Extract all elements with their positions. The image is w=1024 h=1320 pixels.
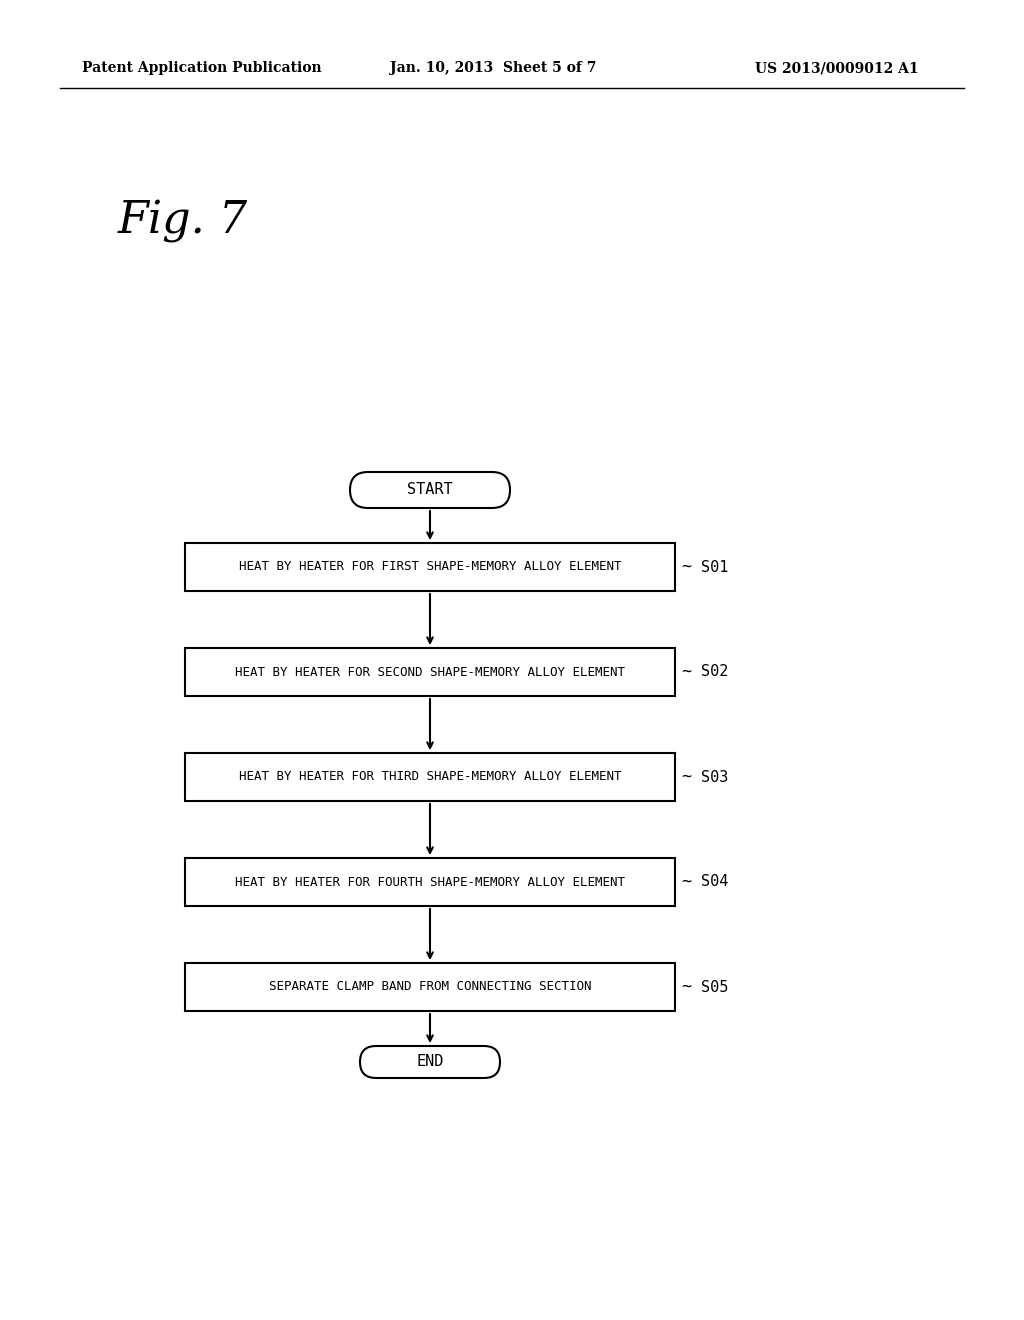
Text: ~: ~ <box>681 978 691 997</box>
Text: END: END <box>417 1055 443 1069</box>
FancyBboxPatch shape <box>360 1045 500 1078</box>
Text: Jan. 10, 2013  Sheet 5 of 7: Jan. 10, 2013 Sheet 5 of 7 <box>390 61 596 75</box>
Text: S02: S02 <box>701 664 728 680</box>
Text: S04: S04 <box>701 874 728 890</box>
Text: Patent Application Publication: Patent Application Publication <box>82 61 322 75</box>
FancyBboxPatch shape <box>185 858 675 906</box>
Text: ~: ~ <box>681 558 691 576</box>
Text: US 2013/0009012 A1: US 2013/0009012 A1 <box>755 61 919 75</box>
FancyBboxPatch shape <box>185 543 675 591</box>
Text: HEAT BY HEATER FOR THIRD SHAPE-MEMORY ALLOY ELEMENT: HEAT BY HEATER FOR THIRD SHAPE-MEMORY AL… <box>239 771 622 784</box>
Text: ~: ~ <box>681 663 691 681</box>
FancyBboxPatch shape <box>185 964 675 1011</box>
FancyBboxPatch shape <box>350 473 510 508</box>
Text: Fig. 7: Fig. 7 <box>118 201 248 243</box>
FancyBboxPatch shape <box>185 648 675 696</box>
Text: START: START <box>408 483 453 498</box>
Text: SEPARATE CLAMP BAND FROM CONNECTING SECTION: SEPARATE CLAMP BAND FROM CONNECTING SECT… <box>268 981 591 994</box>
Text: S05: S05 <box>701 979 728 994</box>
FancyBboxPatch shape <box>185 752 675 801</box>
Text: HEAT BY HEATER FOR FOURTH SHAPE-MEMORY ALLOY ELEMENT: HEAT BY HEATER FOR FOURTH SHAPE-MEMORY A… <box>234 875 625 888</box>
Text: S01: S01 <box>701 560 728 574</box>
Text: ~: ~ <box>681 768 691 785</box>
Text: HEAT BY HEATER FOR FIRST SHAPE-MEMORY ALLOY ELEMENT: HEAT BY HEATER FOR FIRST SHAPE-MEMORY AL… <box>239 561 622 573</box>
Text: ~: ~ <box>681 873 691 891</box>
Text: HEAT BY HEATER FOR SECOND SHAPE-MEMORY ALLOY ELEMENT: HEAT BY HEATER FOR SECOND SHAPE-MEMORY A… <box>234 665 625 678</box>
Text: S03: S03 <box>701 770 728 784</box>
